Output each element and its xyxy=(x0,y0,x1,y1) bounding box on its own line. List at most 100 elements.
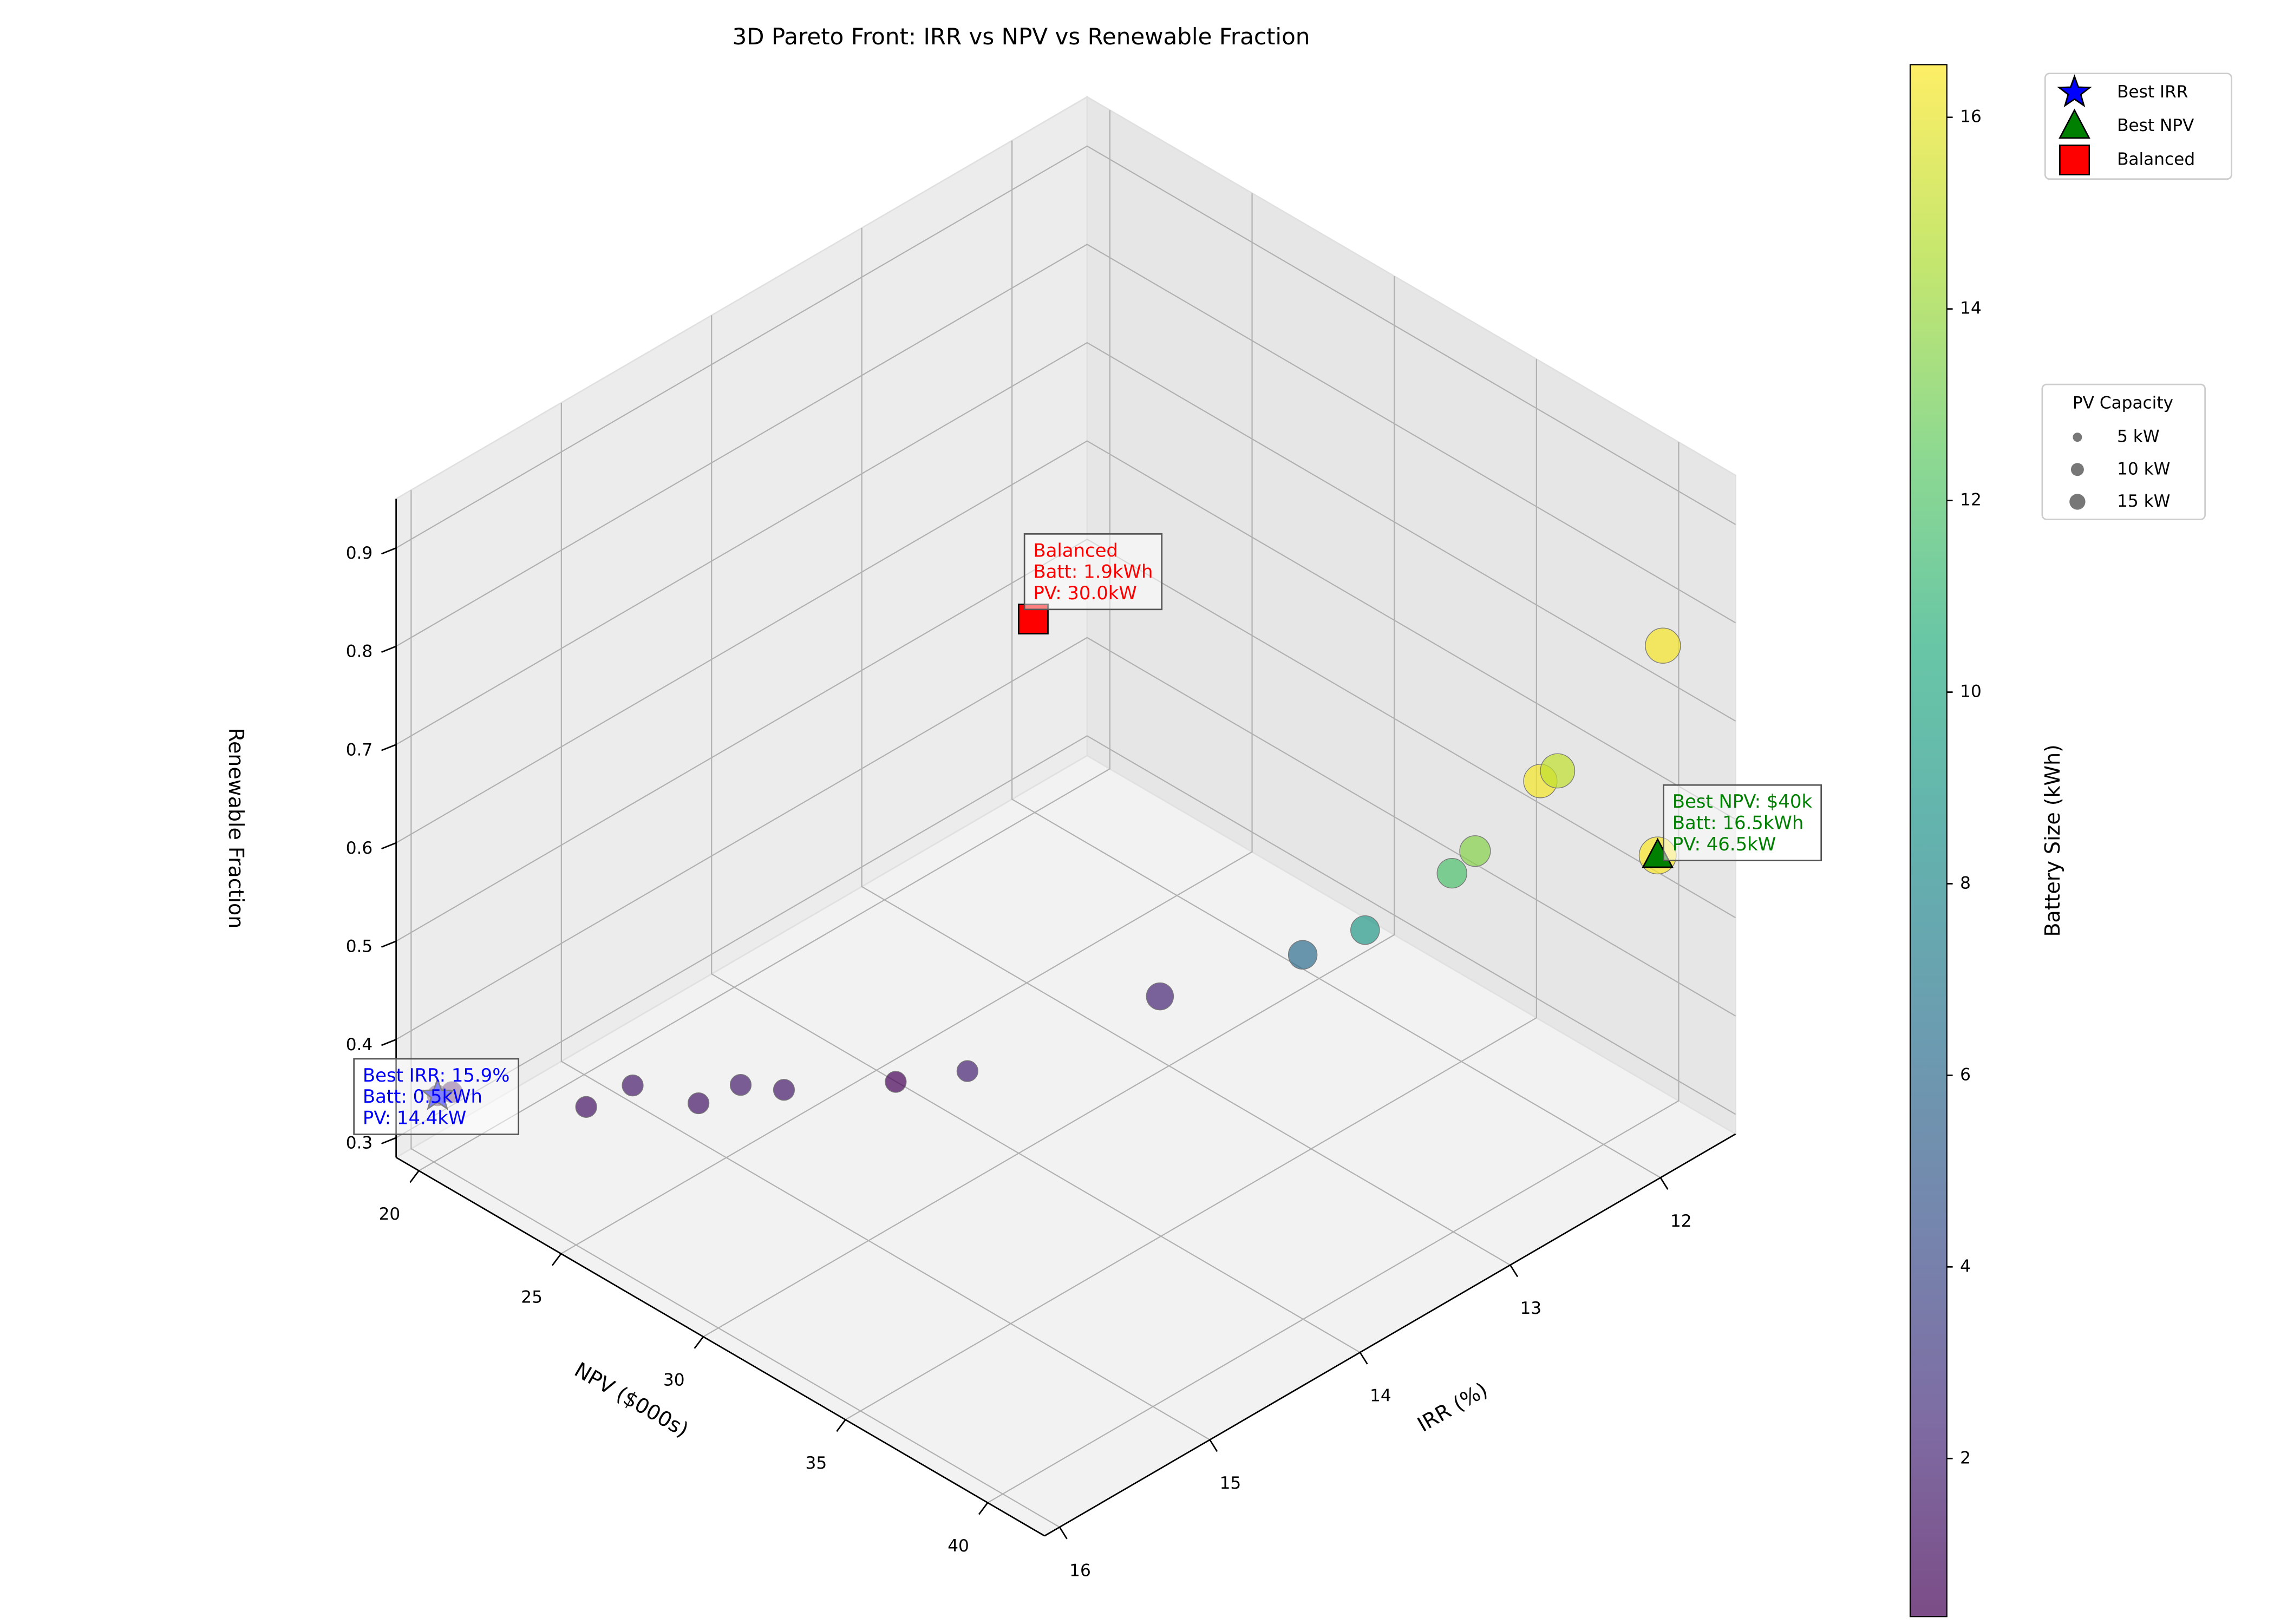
y-tick-label: 20 xyxy=(379,1204,401,1224)
y-tick-label: 40 xyxy=(948,1536,969,1556)
z-tick-label: 0.7 xyxy=(346,740,373,759)
z-tick-label: 0.9 xyxy=(346,543,373,563)
x-axis-label: IRR (%) xyxy=(1413,1378,1492,1437)
grid-line xyxy=(845,359,1537,1420)
annotation-text: Best NPV: $40k xyxy=(1672,791,1813,812)
marker-square xyxy=(2059,145,2090,175)
annotation-box xyxy=(353,1058,520,1135)
grid-line xyxy=(396,145,1736,549)
legend-label: Best NPV xyxy=(2117,116,2194,135)
data-point xyxy=(1459,835,1491,867)
annotation-box xyxy=(1663,784,1822,862)
data-point xyxy=(622,1075,644,1097)
colorbar-tick-label: 12 xyxy=(1960,490,1982,510)
legend-box xyxy=(2044,73,2232,180)
y-tick-label: 30 xyxy=(663,1371,685,1390)
x-tick xyxy=(1359,1352,1368,1365)
x-tick-label: 13 xyxy=(1520,1299,1541,1318)
x-tick xyxy=(1058,1527,1068,1540)
size-legend-label: 5 kW xyxy=(2117,427,2160,447)
data-point xyxy=(1436,857,1467,889)
z-tick-label: 0.4 xyxy=(346,1035,373,1055)
size-legend-marker xyxy=(2070,463,2084,476)
size-legend-marker xyxy=(2073,433,2082,442)
annotation-text: PV: 14.4kW xyxy=(363,1108,466,1129)
z-tick xyxy=(381,1038,397,1046)
size-legend-box xyxy=(2041,383,2206,520)
data-point xyxy=(729,1074,752,1096)
grid-line xyxy=(419,110,1110,1171)
y-tick xyxy=(694,1336,704,1349)
z-tick-label: 0.8 xyxy=(346,642,373,662)
annotation-text: Batt: 1.9kWh xyxy=(1033,561,1153,582)
size-legend-label: 10 kW xyxy=(2117,459,2170,479)
data-point xyxy=(575,1096,597,1118)
size-legend-marker xyxy=(2069,494,2086,510)
z-tick xyxy=(381,744,397,751)
annotation-text: Batt: 0.5kWh xyxy=(363,1086,482,1107)
colorbar-tick-label: 14 xyxy=(1960,299,1982,318)
z-axis-label: Renewable Fraction xyxy=(224,728,248,928)
z-tick xyxy=(381,940,397,948)
data-point xyxy=(1146,982,1174,1011)
y-tick xyxy=(409,1170,420,1183)
x-tick-label: 15 xyxy=(1220,1474,1241,1493)
colorbar-tick-label: 10 xyxy=(1960,682,1982,702)
annotation-text: Batt: 16.5kWh xyxy=(1672,813,1804,834)
grid-line xyxy=(1011,140,1661,1178)
x-tick-label: 12 xyxy=(1670,1212,1692,1231)
grid-line xyxy=(396,244,1736,647)
z-tick xyxy=(381,842,397,850)
grid-line xyxy=(711,315,1361,1353)
chart-title: 3D Pareto Front: IRR vs NPV vs Renewable… xyxy=(732,23,1310,50)
annotation-box xyxy=(1023,533,1163,611)
annotation-text: PV: 30.0kW xyxy=(1033,582,1136,604)
grid-line xyxy=(396,440,1736,843)
data-point xyxy=(1645,627,1681,664)
colorbar-label: Battery Size (kWh) xyxy=(2041,744,2064,937)
data-point xyxy=(773,1079,795,1101)
x-tick xyxy=(1659,1177,1669,1190)
y-tick xyxy=(836,1419,846,1432)
data-point xyxy=(688,1092,710,1115)
x-axis xyxy=(1044,1133,1736,1537)
x-tick xyxy=(1209,1439,1218,1452)
right-pane xyxy=(1086,95,1736,1136)
y-axis xyxy=(395,1156,1045,1537)
z-tick xyxy=(381,1137,397,1144)
grid-line xyxy=(410,490,1060,1528)
data-point xyxy=(885,1071,907,1093)
annotation-text: Best IRR: 15.9% xyxy=(363,1065,509,1086)
size-legend-title: PV Capacity xyxy=(2073,393,2173,412)
colorbar xyxy=(1909,64,1948,1618)
x-tick xyxy=(1510,1265,1519,1278)
grid-line xyxy=(396,637,1736,1040)
marker-triangle xyxy=(2059,108,2090,139)
grid-line xyxy=(987,442,1680,1503)
y-tick xyxy=(551,1253,562,1266)
z-tick xyxy=(381,547,397,555)
grid-line xyxy=(560,402,1211,1440)
y-tick xyxy=(978,1502,989,1515)
data-point xyxy=(956,1060,978,1082)
annotation-text: Balanced xyxy=(1033,540,1118,561)
data-point xyxy=(1288,940,1318,970)
grid-line xyxy=(861,228,1511,1266)
marker-star xyxy=(2057,74,2092,108)
colorbar-tick-label: 6 xyxy=(1960,1065,1971,1084)
z-tick-label: 0.6 xyxy=(346,839,373,858)
colorbar-tick-label: 8 xyxy=(1960,873,1971,893)
y-tick-label: 25 xyxy=(521,1287,543,1307)
legend-label: Best IRR xyxy=(2117,82,2188,102)
grid-line xyxy=(560,193,1253,1254)
x-tick-label: 14 xyxy=(1370,1386,1391,1406)
x-tick-label: 16 xyxy=(1069,1561,1091,1580)
size-legend-label: 15 kW xyxy=(2117,492,2170,511)
colorbar-tick-label: 2 xyxy=(1960,1448,1971,1468)
annotation-text: PV: 46.5kW xyxy=(1672,834,1776,855)
